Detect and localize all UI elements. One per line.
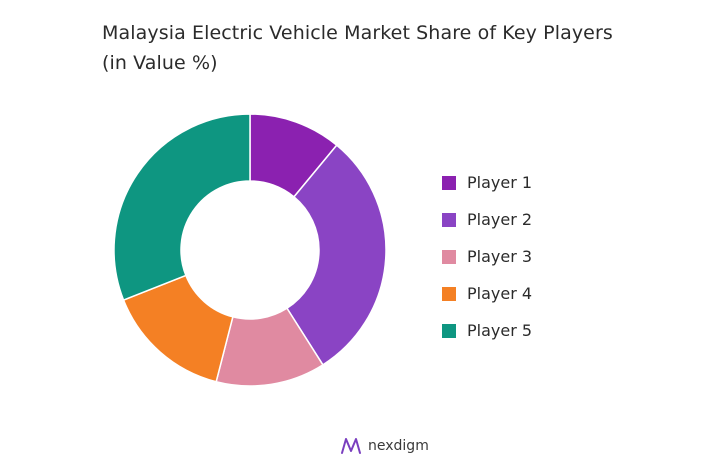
brand-name: nexdigm — [368, 438, 429, 454]
legend-item-player-1: Player 1 — [442, 164, 532, 201]
legend-label: Player 3 — [467, 247, 533, 266]
chart-title: Malaysia Electric Vehicle Market Share o… — [102, 18, 613, 78]
slice-player-2 — [285, 144, 387, 366]
legend-swatch — [442, 286, 456, 301]
legend-label: Player 1 — [467, 173, 533, 192]
legend-label: Player 4 — [467, 284, 533, 303]
legend-swatch — [442, 323, 456, 338]
legend-label: Player 5 — [467, 321, 533, 340]
legend-item-player-3: Player 3 — [442, 238, 532, 275]
donut-chart — [113, 113, 387, 387]
legend-label: Player 2 — [467, 210, 533, 229]
chart-legend: Player 1 Player 2 Player 3 Player 4 Player 5 — [442, 164, 532, 349]
legend-item-player-4: Player 4 — [442, 275, 532, 312]
nexdigm-logo-icon — [341, 438, 361, 454]
legend-item-player-2: Player 2 — [442, 201, 532, 238]
legend-swatch — [442, 175, 456, 190]
brand-footer: nexdigm — [340, 437, 429, 455]
chart-title-line1: Malaysia Electric Vehicle Market Share o… — [102, 22, 613, 44]
legend-item-player-5: Player 5 — [442, 312, 532, 349]
legend-swatch — [442, 249, 456, 264]
slice-player-5 — [113, 113, 251, 302]
legend-swatch — [442, 212, 456, 227]
chart-title-line2: (in Value %) — [102, 52, 218, 74]
